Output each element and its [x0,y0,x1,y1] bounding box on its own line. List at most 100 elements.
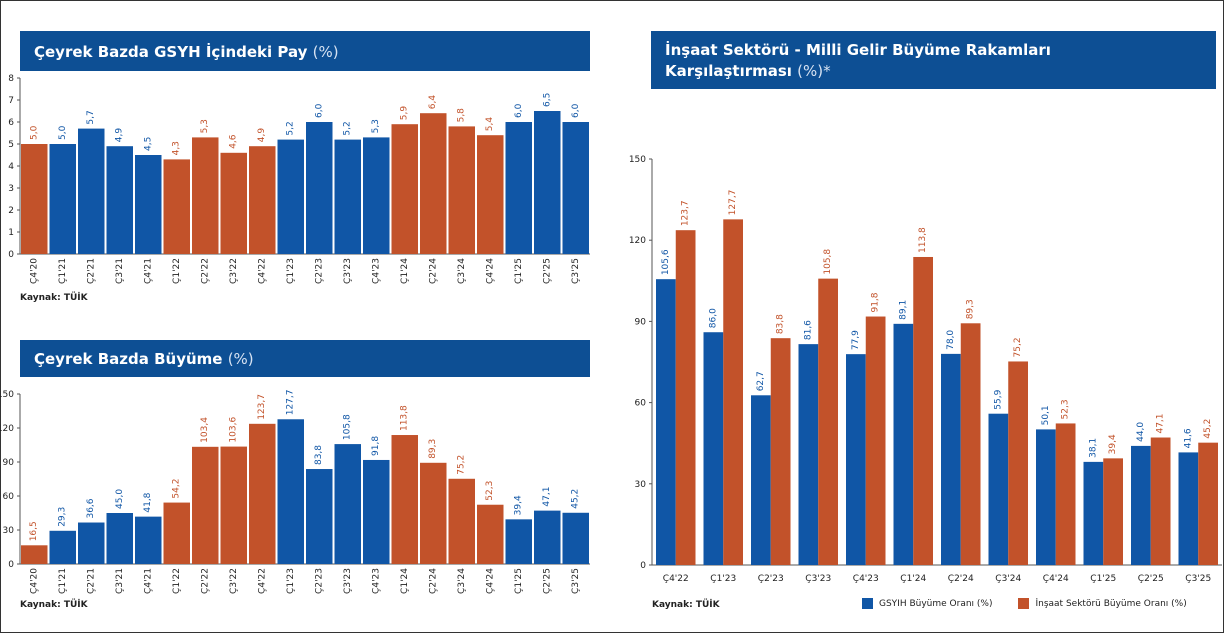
chart3-value-label: 38,1 [1088,438,1098,458]
chart2-bar [49,530,76,564]
chart2-ytick-label: 90 [3,458,15,468]
chart2-ytick-label: 60 [3,492,15,502]
chart2-bar [21,545,48,564]
chart2-ytick-label: 120 [0,424,14,434]
chart3-bar-blue [893,323,914,565]
chart3-bar-orange [1198,442,1218,565]
chart2-value-label: 36,6 [86,498,96,518]
chart3-source: Kaynak: TÜİK [652,600,720,610]
chart1-value-label: 4,5 [143,137,153,151]
chart1-bar [420,113,447,254]
chart2-value-label: 45,0 [115,489,125,509]
chart3-value-label: 91,8 [871,292,881,312]
chart2-title-text: Çeyrek Bazda Büyüme [34,350,223,368]
chart3-value-label: 62,7 [756,371,766,391]
chart1-bar [363,137,390,254]
chart2-value-label: 75,2 [457,455,467,475]
chart3-ytick-label: 150 [629,155,646,165]
chart3-bar-blue [941,353,961,565]
chart1-bar [21,144,48,254]
chart2-bar [363,459,390,564]
chart3-category-label: Ç1'24 [900,574,926,584]
chart1-bar [220,152,247,254]
chart1-title: Çeyrek Bazda GSYH İçindeki Pay (%) [20,31,590,71]
chart1-bar [477,135,504,254]
chart1-value-label: 5,7 [86,110,96,124]
chart3-category-label: Ç4'24 [1043,574,1069,584]
chart3-bar-blue [798,344,819,565]
chart2-value-label: 103,6 [229,417,239,443]
chart1-value-label: 5,3 [200,119,210,133]
chart2-bar [420,462,447,564]
chart1-category-label: Ç4'22 [257,258,267,284]
chart1-category-label: Ç1'23 [286,258,296,284]
chart1-ytick-label: 6 [8,118,14,128]
chart2-bar [334,444,361,564]
chart3-category-label: Ç2'25 [1138,574,1164,584]
chart2-bar [78,522,105,564]
chart3-value-label: 77,9 [851,330,861,350]
chart1-value-label: 6,4 [428,95,438,110]
chart1-ytick-label: 0 [8,250,14,260]
chart3-category-label: Ç1'25 [1090,574,1116,584]
chart3-title-line2: Karşılaştırması [665,62,792,80]
chart1-value-label: 6,0 [571,103,581,118]
chart1-value-label: 5,2 [286,121,296,135]
chart2-bar [391,435,418,564]
legend-label-insaat: İnşaat Sektörü Büyüme Oranı (%) [1035,598,1187,609]
chart1-ytick-label: 4 [8,162,14,172]
chart2-category-label: Ç4'21 [143,568,153,594]
chart2-bar [505,519,532,564]
chart1-ytick-label: 3 [8,184,14,194]
chart3-category-label: Ç3'23 [805,574,831,584]
chart3-value-label: 81,6 [803,320,813,340]
chart3-bar-blue [703,332,724,565]
chart3-category-label: Ç2'23 [758,574,784,584]
chart3-bar-orange [1103,458,1123,565]
chart2-bar [249,423,276,564]
chart3-value-label: 89,3 [966,299,976,319]
chart1-bar [135,155,162,254]
legend-swatch-gsyih [862,598,873,609]
chart3-title: İnşaat Sektörü - Milli Gelir Büyüme Raka… [651,31,1216,89]
chart2-value-label: 29,3 [58,507,68,527]
chart1-value-label: 5,8 [457,108,467,123]
chart2-category-label: Ç2'25 [542,568,552,594]
chart2-category-label: Ç1'22 [172,568,182,594]
chart2-value-label: 16,5 [29,521,39,541]
chart3-bar-orange [1150,437,1171,565]
chart2-title: Çeyrek Bazda Büyüme (%) [20,340,590,377]
chart1-value-label: 5,2 [343,121,353,135]
chart3-category-label: Ç2'24 [948,574,974,584]
chart1-category-label: Ç3'23 [343,258,353,284]
chart3-value-label: 50,1 [1041,405,1051,425]
chart1-title-unit: (%) [312,43,339,61]
chart3-value-label: 83,8 [776,314,786,334]
chart3-value-label: 41,6 [1183,428,1193,448]
chart1-value-label: 5,9 [400,106,410,121]
chart2-value-label: 45,2 [571,489,581,509]
chart2-category-label: Ç3'22 [229,568,239,594]
chart2-category-label: Ç4'23 [371,568,381,594]
chart3-value-label: 45,2 [1203,419,1213,439]
chart2-value-label: 127,7 [286,390,296,416]
chart2-bar [277,419,304,564]
chart2-value-label: 54,2 [172,479,182,499]
chart1-bar [448,126,475,254]
chart3-bar-orange [675,230,696,565]
chart2-category-label: Ç3'25 [571,568,581,594]
chart2-category-label: Ç4'22 [257,568,267,594]
chart1-svg: 0 1 2 3 4 5 6 7 8 5,0 Ç4'20 5,0 Ç1'21 5,7 Ç2'21 4,9 Ç3'2… [8,74,590,284]
chart1-bar [562,122,589,254]
chart1-bar [192,137,219,254]
chart1-bar [78,128,105,254]
chart3-category-label: Ç4'22 [663,574,689,584]
chart1-value-label: 4,9 [115,128,125,143]
chart3-value-label: 78,0 [946,330,956,350]
chart2-bar [306,469,333,564]
chart1-ytick-label: 8 [8,74,14,84]
chart2-value-label: 103,4 [200,417,210,443]
chart2-value-label: 113,8 [400,405,410,431]
chart2-value-label: 89,3 [428,439,438,459]
chart1-category-label: Ç4'24 [485,258,495,284]
